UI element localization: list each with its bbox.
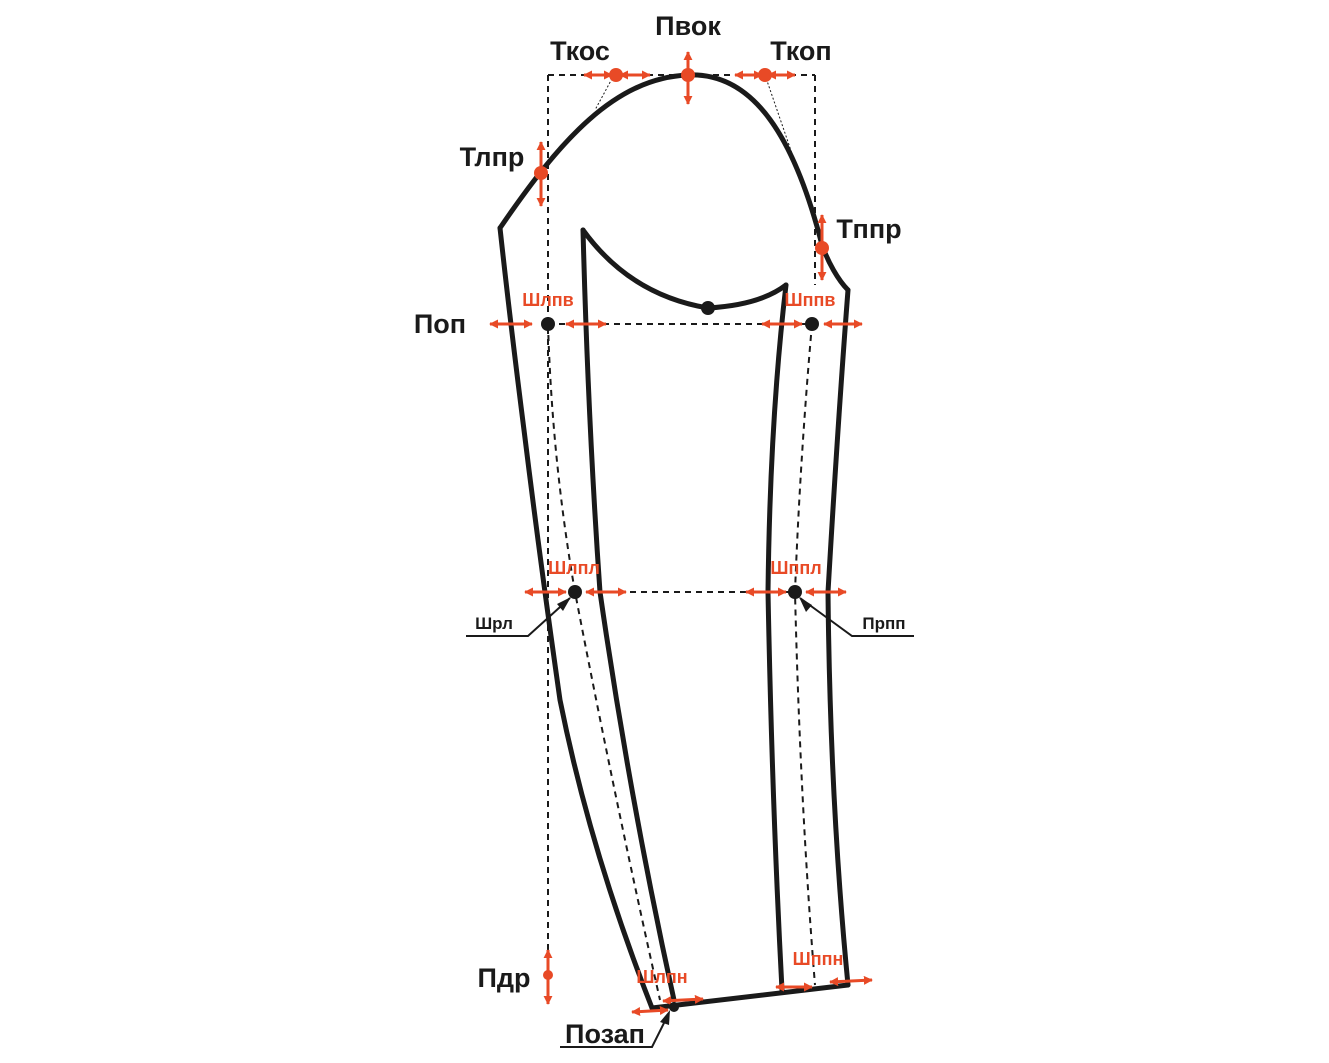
label-pop: Поп [414, 309, 466, 339]
point-prpp [788, 585, 802, 599]
label-shppl: Шппл [770, 558, 821, 578]
arrow-hem-left-outer [631, 1005, 669, 1017]
upper-sleeve-back-seam [825, 287, 851, 988]
under-sleeve-cap-curve [580, 227, 789, 311]
point-front-armhole [541, 317, 555, 331]
label-shppv: Шппв [785, 290, 836, 310]
point-tkos [609, 68, 623, 82]
back-roll-line [793, 323, 816, 986]
arrow-hem-right-outer [829, 975, 873, 987]
front-roll-line [547, 323, 661, 1001]
leader-lines [466, 597, 914, 1048]
label-pvok: Пвок [655, 11, 721, 41]
point-tlpr [534, 166, 548, 180]
label-tlpr: Тлпр [460, 142, 525, 172]
point-tkop [758, 68, 772, 82]
under-sleeve-front-seam [580, 227, 677, 1003]
labels: Пвок Ткос Ткоп Тлпр Тппр Поп Шлпв Шппв Ш… [414, 11, 906, 1049]
upper-sleeve-front-seam [497, 225, 655, 1011]
label-shrl: Шрл [475, 614, 513, 633]
pozap-leader-head [660, 1010, 670, 1025]
point-back-armhole [805, 317, 819, 331]
point-pozap [669, 1002, 679, 1012]
pozap-leader [560, 1014, 669, 1048]
point-pdr [543, 970, 553, 980]
point-pvok [681, 68, 695, 82]
label-tkos: Ткос [550, 36, 610, 66]
label-shlpv: Шлпв [522, 290, 573, 310]
point-tppr [815, 241, 829, 255]
label-shppn: Шппн [793, 949, 844, 969]
label-prpp: Прпп [862, 614, 905, 633]
point-shrl [568, 585, 582, 599]
arrow-hem-left-inner [662, 994, 704, 1006]
label-tkop: Ткоп [770, 36, 831, 66]
sleeve-hem-line [649, 982, 851, 1011]
sleeve-contours [497, 72, 851, 1011]
shrl-leader [466, 597, 571, 637]
label-pozap: Позап [565, 1019, 645, 1049]
sleeve-cap-curve [497, 72, 851, 293]
shrl-leader-head [557, 597, 571, 611]
under-sleeve-back-seam [765, 282, 789, 993]
construction-lines [547, 74, 816, 1001]
prpp-leader [799, 597, 914, 637]
label-tppr: Тппр [836, 214, 901, 244]
prpp-leader-head [799, 597, 812, 612]
tkos-guide [594, 74, 615, 111]
control-points [534, 68, 829, 1012]
point-under-cap-bottom [701, 301, 715, 315]
label-pdr: Пдр [477, 963, 530, 993]
label-shlpn: Шлпн [636, 967, 687, 987]
label-shlpl: Шлпл [548, 558, 600, 578]
